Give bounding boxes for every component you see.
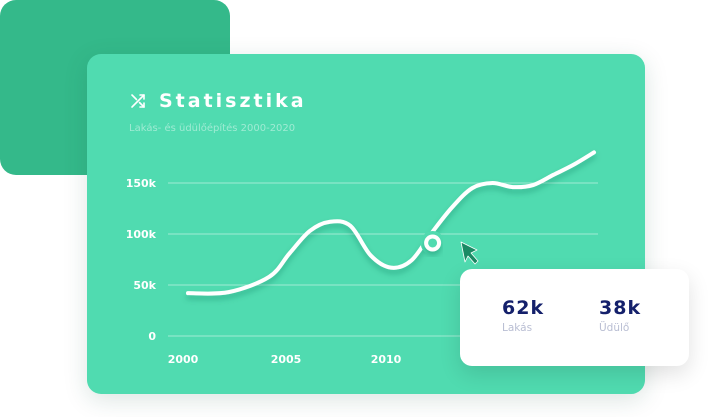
chart-title: Statisztika — [159, 90, 307, 112]
x-tick-label: 2000 — [168, 353, 199, 366]
chart-subtitle: Lakás- és üdülőépítés 2000-2020 — [129, 123, 296, 134]
series-line — [186, 150, 596, 296]
stat-udulo: 38k Üdülő — [599, 297, 641, 334]
stats-card: 62k Lakás 38k Üdülő — [460, 269, 689, 366]
stat-value-lakas: 62k — [502, 297, 545, 319]
shuffle-icon — [131, 94, 145, 108]
x-tick-label: 2010 — [371, 353, 402, 366]
y-tick-label: 150k — [126, 177, 157, 190]
card-header: Statisztika — [129, 90, 307, 112]
y-tick-label: 0 — [148, 330, 156, 343]
stat-lakas: 62k Lakás — [502, 297, 544, 334]
y-tick-label: 100k — [126, 228, 157, 241]
x-tick-label: 2005 — [271, 353, 302, 366]
stat-label-udulo: Üdülő — [599, 322, 630, 334]
stat-value-udulo: 38k — [599, 297, 642, 319]
highlight-point-inner — [428, 238, 438, 248]
y-tick-label: 50k — [133, 279, 156, 292]
cursor-arrow-icon — [460, 241, 479, 265]
stat-label-lakas: Lakás — [502, 322, 533, 334]
